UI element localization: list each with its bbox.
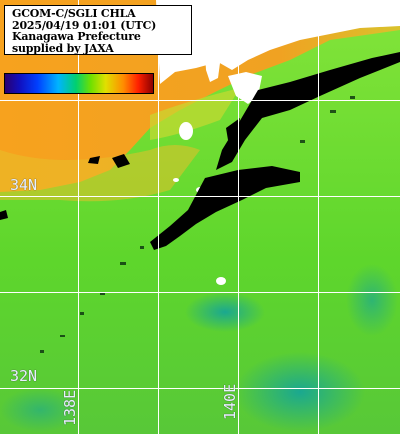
teal-patch [346,264,398,336]
land-island [216,277,226,285]
data-credit: supplied by JAXA [12,41,114,55]
yellow-zone [0,145,200,202]
land-island [173,178,179,182]
cloud-mask [226,118,240,140]
lat-label-32n: 32N [10,367,38,385]
teal-patch [0,388,80,432]
cloud-mask [150,166,300,250]
color-scale-bar [4,73,154,94]
lon-label-140e: 140E [221,383,239,420]
land-boso [228,72,262,104]
land-island [179,122,193,140]
cloud-specks [40,96,355,353]
info-box: GCOM-C/SGLI CHLA 2025/04/19 01:01 (UTC) … [4,5,192,55]
land-honshu [156,0,400,84]
cloud-mask [88,156,100,164]
timestamp: 2025/04/19 01:01 (UTC) [12,18,157,32]
land-peninsula [204,34,222,82]
sensor-title: GCOM-C/SGLI CHLA [12,7,136,20]
cloud-mask [112,154,130,168]
cloud-mask [0,210,8,220]
cloud-mask [216,52,400,170]
lat-label-34n: 34N [10,176,38,194]
teal-patch [235,352,365,432]
region-name: Kanagawa Prefecture [12,30,141,43]
teal-patch [185,292,265,332]
lon-label-138e: 138E [61,389,79,426]
